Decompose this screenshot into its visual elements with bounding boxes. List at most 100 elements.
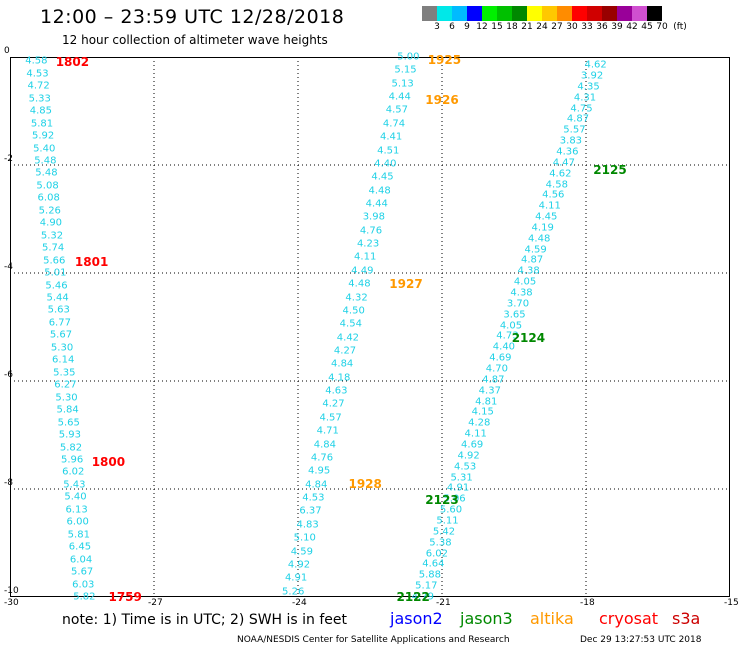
pass-time-label: 1802 [55,55,90,70]
swh-value-label: 4.95 [307,465,331,477]
swh-value-label: 6.00 [66,516,89,528]
swh-value-label: 5.06 [443,493,466,505]
color-swatch [527,6,542,21]
swh-value-label: 5.44 [46,292,69,304]
pass-time-label: 1927 [389,276,423,291]
swh-value-label: 4.05 [513,276,537,288]
color-scale-label: 42 [626,22,638,32]
swh-value-label: 4.18 [328,372,351,384]
swh-value-label: 4.53 [26,68,49,80]
swh-value-label: 6.27 [54,379,77,391]
swh-value-label: 5.48 [34,155,57,167]
swh-value-label: 4.64 [422,558,445,570]
swh-value-label: 5.88 [418,569,441,581]
swh-value-label: 4.58 [25,55,48,67]
x-tick-label: -18 [580,598,595,608]
swh-value-label: 4.84 [313,439,337,451]
color-scale-label: 24 [536,22,548,32]
swh-value-label: 4.44 [365,198,388,210]
color-swatch [587,6,602,21]
color-swatch [452,6,467,21]
y-tick-label: -10 [4,586,19,596]
x-tick-label: -24 [292,598,307,608]
swh-value-label: 5.65 [57,417,80,429]
swh-value-label: 6.37 [299,505,322,517]
color-scale-label: 33 [581,22,593,32]
swh-value-label: 5.08 [36,180,59,192]
pass-time-label: 2122 [396,590,430,604]
color-swatch [647,6,662,21]
swh-value-label: 4.28 [468,417,491,429]
swh-value-label: 5.00 [397,51,420,63]
pass-time-label: 2125 [593,163,627,178]
swh-value-label: 4.05 [499,320,523,332]
swh-value-label: 4.11 [538,200,561,212]
swh-value-label: 5.15 [394,64,417,76]
swh-value-label: 5.81 [67,529,90,541]
swh-value-label: 4.15 [471,406,494,418]
swh-value-label: 4.35 [577,81,600,93]
swh-value-label: 4.53 [453,461,477,473]
x-tick-label: -21 [436,598,451,608]
color-scale-label: 45 [641,22,653,32]
swh-value-label: 6.45 [68,541,92,553]
swh-value-label: 5.11 [436,515,459,527]
swh-value-label: 3.65 [503,309,526,321]
swh-value-label: 5.63 [47,304,70,316]
swh-value-label: 5.17 [415,580,438,592]
swh-value-label: 5.13 [391,78,414,90]
credit-text: NOAA/NESDIS Center for Satellite Applica… [237,635,510,645]
generated-timestamp: Dec 29 13:27:53 UTC 2018 [580,635,702,645]
pass-time-label: 2123 [425,492,459,507]
swh-value-label: 6.14 [52,354,75,366]
swh-value-label: 4.44 [388,91,411,103]
color-scale-label: 70 [656,22,668,32]
swh-value-label: 5.74 [42,242,65,254]
swh-value-label: 4.38 [510,287,533,299]
swh-value-label: 6.03 [72,579,95,591]
swh-value-label: 5.82 [73,591,96,603]
color-scale-label: 21 [521,22,533,32]
swh-value-label: 5.43 [63,479,86,491]
color-scale-label: 39 [611,22,623,32]
color-swatch [482,6,497,21]
swh-value-label: 5.10 [293,532,316,544]
swh-value-label: 4.90 [39,217,63,229]
swh-value-label: 4.40 [492,341,516,353]
swh-value-label: 5.31 [450,472,473,484]
swh-value-label: 4.27 [322,398,345,410]
swh-value-label: 4.83 [296,519,319,531]
color-swatch [632,6,647,21]
color-swatch [422,6,437,21]
y-tick-label: -4 [4,262,13,272]
color-swatch [512,6,527,21]
swh-value-label: 6.08 [37,192,60,204]
pass-time-label: 2124 [511,330,546,345]
pass-time-label: 1800 [91,455,126,469]
swh-value-label: 4.47 [552,157,575,169]
swh-value-label: 4.59 [524,244,547,256]
swh-value-label: 6.02 [425,548,449,560]
swh-value-label: 4.87 [566,113,590,125]
swh-value-label: 4.72 [27,80,50,92]
swh-value-label: 4.92 [287,559,311,571]
color-scale-label: 15 [491,22,503,32]
swh-value-label: 4.76 [310,452,334,464]
pass-time-label: 1926 [425,93,459,108]
swh-value-label: 5.30 [50,342,74,354]
legend-item-s3a: s3a [672,609,701,628]
swh-value-label: 4.73 [496,330,519,342]
y-tick-label: -2 [4,154,13,164]
color-scale-label: 36 [596,22,608,32]
swh-value-label: 5.32 [40,230,64,242]
swh-value-label: 3.83 [559,135,583,147]
swh-value-label: 4.11 [464,428,487,440]
pass-time-label: 1928 [348,476,382,491]
swh-value-label: 4.49 [351,265,374,277]
swh-value-label: 4.69 [461,439,484,451]
swh-value-label: 4.84 [305,479,328,491]
swh-value-label: 5.30 [55,392,78,404]
y-tick-label: -6 [4,370,13,380]
swh-value-label: 4.57 [385,104,409,116]
color-swatch [602,6,617,21]
